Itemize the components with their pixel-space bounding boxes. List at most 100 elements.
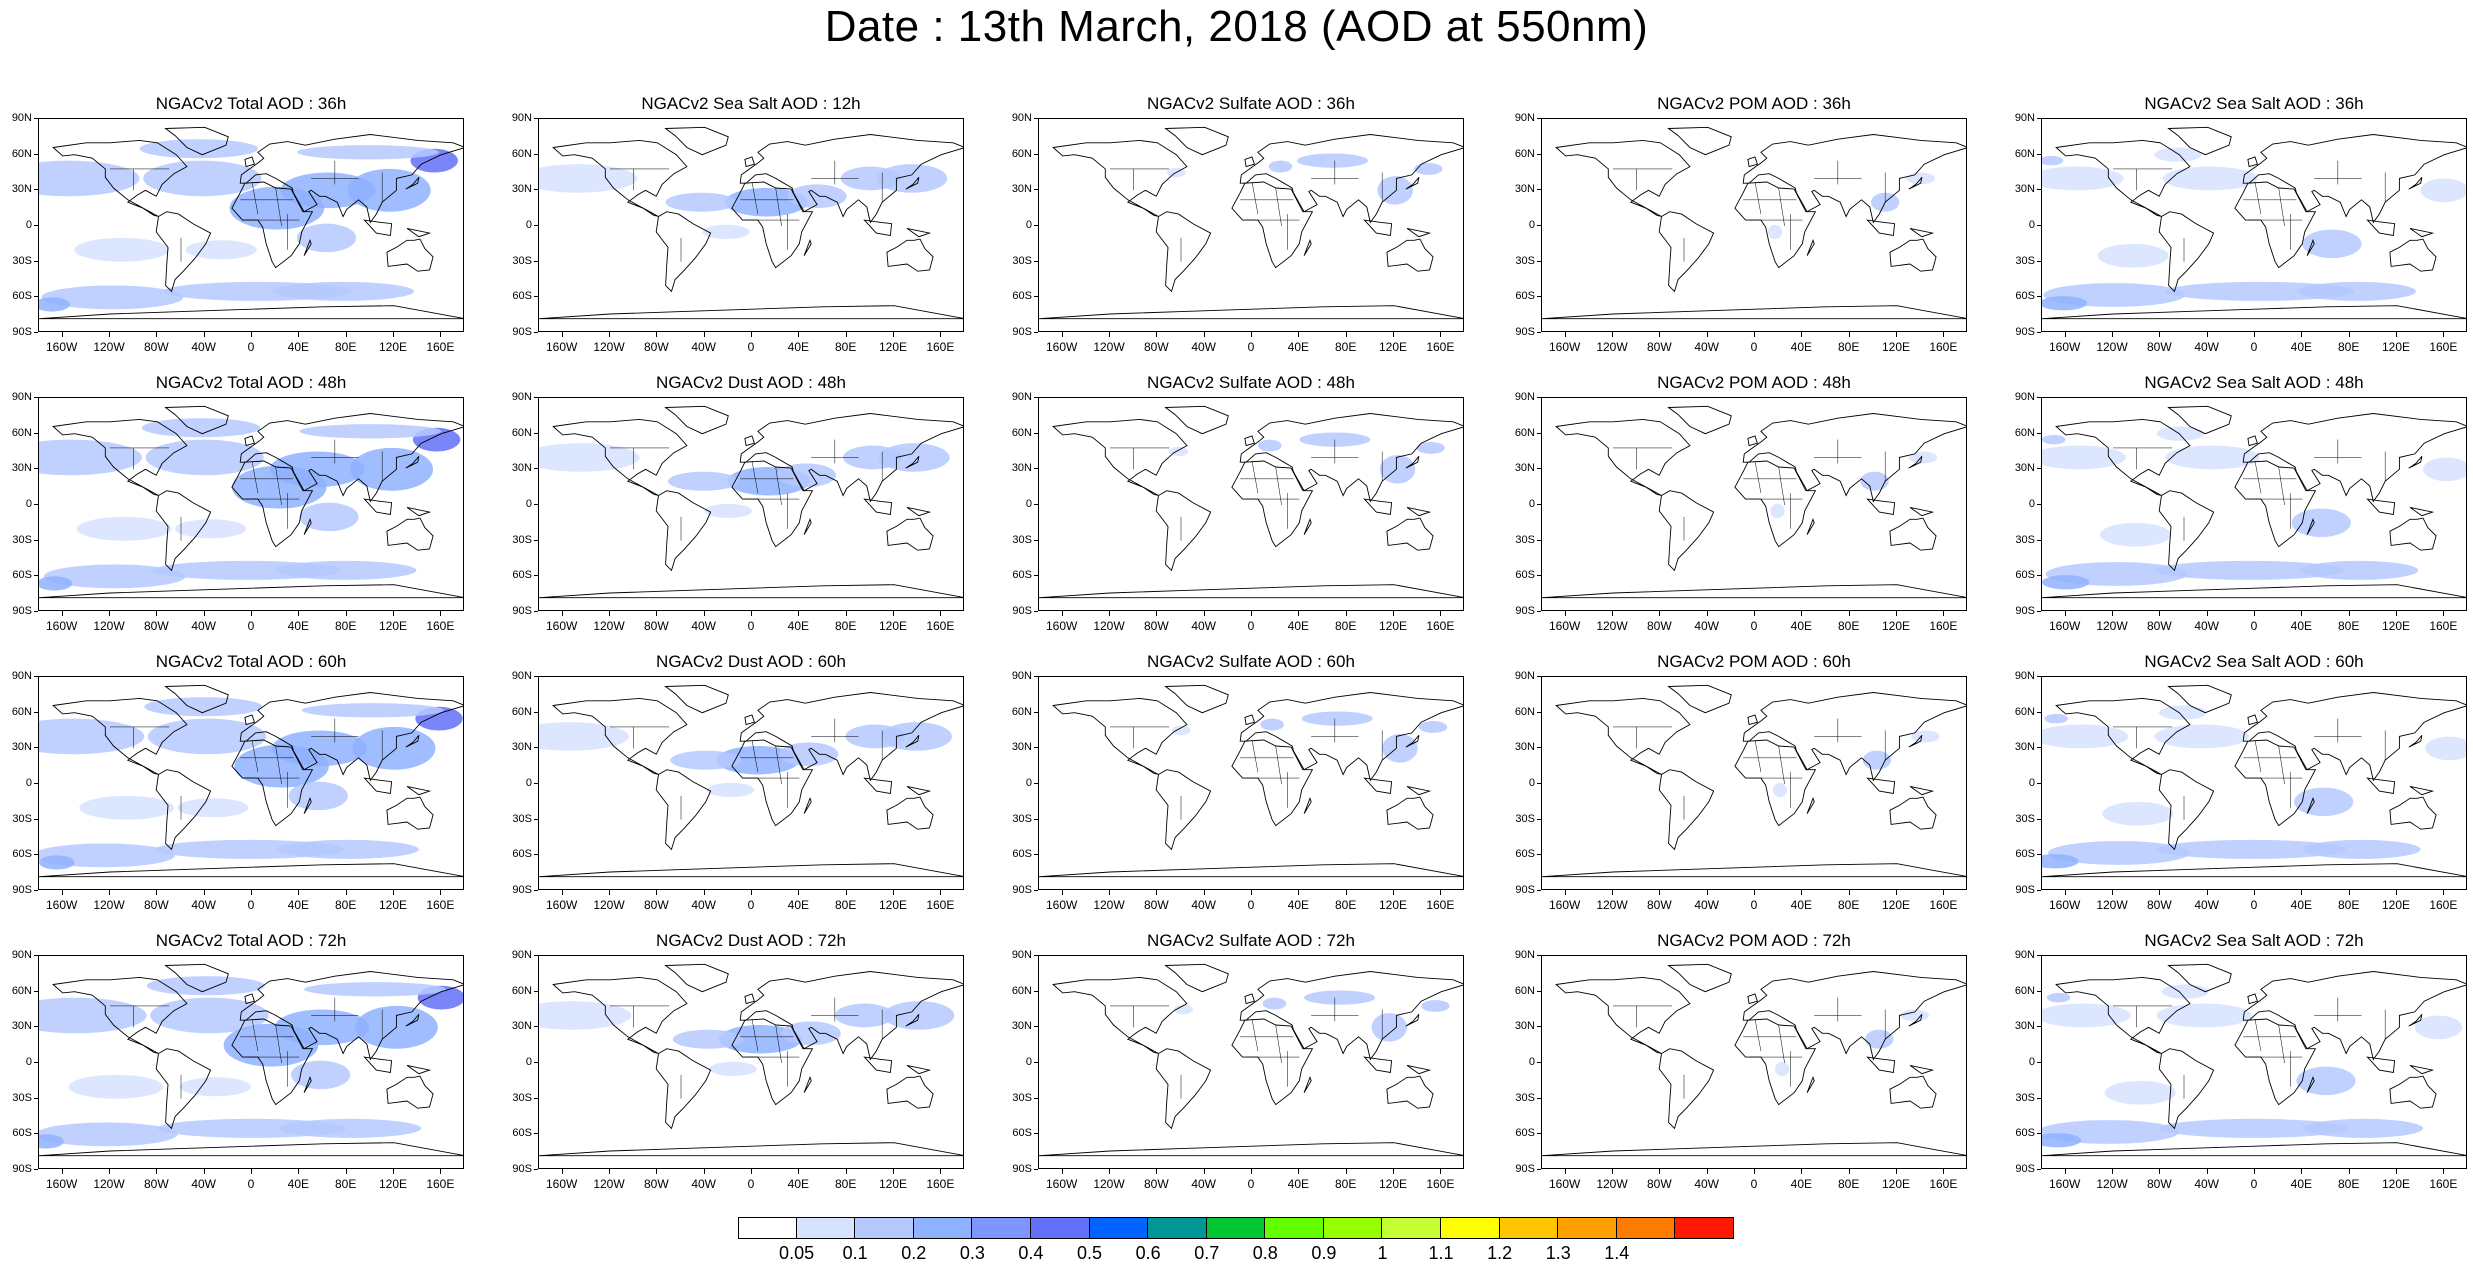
latitude-label: 0 xyxy=(2028,498,2035,510)
aerosol-plume xyxy=(2425,736,2466,761)
country-border xyxy=(1251,460,1259,494)
coastline xyxy=(363,777,393,795)
aerosol-plume xyxy=(146,976,266,996)
latitude-tick xyxy=(2037,397,2041,398)
country-border xyxy=(1778,1024,1785,1064)
aerosol-plume xyxy=(2156,839,2347,859)
latitude-label: 60S xyxy=(2015,290,2035,303)
coastline xyxy=(1742,692,1966,782)
latitude-label: 90S xyxy=(1515,605,1535,617)
coastline xyxy=(39,863,463,878)
coastline xyxy=(1406,785,1432,796)
country-border xyxy=(1754,739,1762,773)
colorbar-swatch xyxy=(1558,1217,1617,1239)
colorbar-label: 0.2 xyxy=(901,1243,927,1263)
coastline xyxy=(1155,211,1212,293)
longitude-tick xyxy=(109,890,110,895)
longitude-tick xyxy=(1612,890,1613,895)
longitude-tick xyxy=(1298,1169,1300,1174)
latitude-label: 60S xyxy=(1012,569,1032,582)
map-panel: NGACv2 Total AOD : 72h 90N 60N 30N 0 30S 60S 90… xyxy=(12,931,464,1191)
latitude-tick xyxy=(534,1169,538,1170)
longitude-tick xyxy=(156,890,158,895)
longitude-label: 80E xyxy=(334,898,357,912)
longitude-label: 80E xyxy=(334,619,357,633)
longitude-label: 160W xyxy=(45,619,78,633)
latitude-label: 0 xyxy=(1025,498,1032,510)
coastline xyxy=(1742,971,1966,1061)
map-panel: NGACv2 Sea Salt AOD : 60h 90N 60N 30N 0 30S 60… xyxy=(2015,652,2467,912)
country-border xyxy=(251,181,259,215)
coastline xyxy=(1039,305,1463,320)
longitude-label: 80E xyxy=(2337,619,2360,633)
latitude-tick xyxy=(2037,332,2041,333)
longitude-tick xyxy=(798,332,800,337)
colorbar-swatch xyxy=(1148,1217,1207,1239)
latitude-label: 30S xyxy=(512,812,532,825)
latitude-tick xyxy=(34,1169,38,1170)
coastline xyxy=(1889,517,1937,551)
coastline xyxy=(2408,735,2423,748)
aerosol-plume xyxy=(352,726,436,770)
longitude-tick xyxy=(2348,890,2350,895)
latitude-label: 60N xyxy=(2014,147,2035,160)
latitude-label: 60S xyxy=(2015,848,2035,861)
aerosol-plume xyxy=(1304,990,1376,1005)
longitude-label: 160E xyxy=(1929,340,1958,354)
latitude-label: 60S xyxy=(512,848,532,861)
coastline xyxy=(2242,413,2466,503)
latitude-label: 30N xyxy=(11,1020,32,1033)
coastline xyxy=(1542,305,1966,320)
coastline xyxy=(1747,714,1758,726)
longitude-label: 80W xyxy=(1646,898,1672,912)
longitude-tick xyxy=(2206,611,2208,616)
longitude-label: 120E xyxy=(1881,1177,1911,1191)
longitude-label: 40E xyxy=(287,340,309,354)
longitude-tick xyxy=(2301,332,2303,337)
latitude-tick xyxy=(2037,504,2041,505)
coastline xyxy=(1244,714,1255,726)
aerosol-plume xyxy=(2297,281,2416,301)
colorbar-label: 1 xyxy=(1377,1243,1388,1263)
longitude-tick xyxy=(798,890,800,895)
colorbar-swatch xyxy=(1265,1217,1324,1239)
longitude-tick xyxy=(203,332,205,337)
coastline xyxy=(244,156,255,168)
aerosol-plume xyxy=(2420,178,2466,203)
coastline xyxy=(405,1014,420,1027)
latitude-label: 30N xyxy=(2014,741,2035,754)
latitude-label: 60N xyxy=(2014,984,2035,997)
longitude-tick xyxy=(1801,611,1803,616)
coastline xyxy=(2409,785,2435,796)
longitude-label: 160W xyxy=(545,340,578,354)
latitude-tick xyxy=(1537,432,1541,434)
longitude-label: 120W xyxy=(2096,619,2128,633)
longitude-label: 80E xyxy=(334,340,357,354)
coastline xyxy=(2242,134,2466,224)
longitude-tick xyxy=(798,611,800,616)
latitude-tick xyxy=(34,504,38,505)
latitude-label: 30N xyxy=(1011,183,1032,196)
longitude-tick xyxy=(2159,332,2161,337)
latitude-tick xyxy=(1034,118,1038,119)
map-panel: NGACv2 POM AOD : 48h 90N 60N 30N 0 30S 60S 90S 1… xyxy=(1515,373,1967,633)
country-border xyxy=(2278,187,2285,227)
latitude-label: 30S xyxy=(2015,533,2035,546)
longitude-label: 40E xyxy=(2290,1177,2312,1191)
latitude-tick xyxy=(34,711,38,713)
longitude-tick xyxy=(2254,332,2255,337)
coastline xyxy=(803,1075,812,1093)
coastline xyxy=(2409,506,2435,517)
coastline xyxy=(2234,181,2317,269)
map-frame xyxy=(1038,397,1464,611)
panel-title: NGACv2 Dust AOD : 72h xyxy=(656,931,846,950)
coastline xyxy=(552,697,688,775)
coastline xyxy=(1734,1018,1817,1106)
longitude-label: 120W xyxy=(2096,898,2128,912)
latitude-tick xyxy=(1537,1097,1541,1099)
coastline xyxy=(1908,735,1923,748)
longitude-tick xyxy=(1203,332,1205,337)
map-panel: NGACv2 POM AOD : 36h 90N 60N 30N 0 30S 60S 90S 1… xyxy=(1515,94,1967,354)
latitude-label: 30S xyxy=(12,1091,32,1104)
country-border xyxy=(1275,1024,1282,1064)
